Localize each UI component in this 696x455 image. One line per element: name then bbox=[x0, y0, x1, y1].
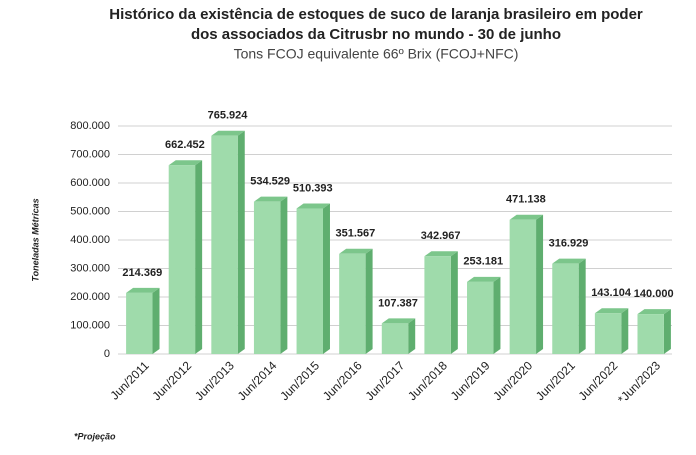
bar-face bbox=[381, 318, 416, 324]
y-tick-label: 200.000 bbox=[70, 291, 110, 303]
bar-face bbox=[578, 258, 586, 354]
bar-face bbox=[339, 253, 366, 354]
bar-face bbox=[211, 130, 245, 136]
bar bbox=[126, 287, 160, 354]
x-tick-label: Jun/2012 bbox=[149, 358, 194, 403]
value-label: 253.181 bbox=[463, 256, 503, 268]
footnote: *Projeção bbox=[74, 431, 116, 441]
bar bbox=[424, 251, 458, 354]
bar-face bbox=[195, 160, 203, 354]
bar-face bbox=[450, 251, 458, 354]
value-label: 534.529 bbox=[250, 176, 290, 188]
chart-subtitle: Tons FCOJ equivalente 66º Brix (FCOJ+NFC… bbox=[234, 46, 519, 62]
x-tick-label: Jun/2021 bbox=[533, 358, 578, 403]
bar-face bbox=[467, 281, 494, 354]
bar-face bbox=[211, 135, 238, 354]
bar bbox=[168, 160, 203, 354]
value-label: 214.369 bbox=[122, 267, 162, 279]
bar-face bbox=[152, 287, 160, 354]
bar-face bbox=[594, 308, 629, 314]
x-tick-label: Jun/2020 bbox=[490, 358, 535, 403]
bar-face bbox=[237, 130, 245, 354]
bar-face bbox=[381, 323, 409, 354]
bar bbox=[637, 309, 671, 354]
value-label: 342.967 bbox=[421, 230, 461, 242]
bar-face bbox=[536, 214, 544, 354]
bar-face bbox=[280, 196, 288, 354]
bar-face bbox=[322, 203, 330, 354]
x-tick-label: Jun/2019 bbox=[448, 358, 493, 403]
bar-face bbox=[594, 313, 622, 354]
x-tick-label: Jun/2014 bbox=[235, 358, 280, 403]
bar bbox=[552, 258, 586, 354]
bar-face bbox=[424, 256, 451, 354]
bar-face bbox=[253, 196, 288, 202]
bar bbox=[339, 248, 373, 354]
bar bbox=[296, 203, 330, 354]
bar bbox=[253, 196, 288, 354]
y-tick-label: 500.000 bbox=[70, 205, 110, 217]
value-label: 351.567 bbox=[336, 228, 376, 240]
y-tick-label: 700.000 bbox=[70, 148, 110, 160]
x-tick-label: *Jun/2023 bbox=[615, 358, 663, 406]
bar-face bbox=[365, 248, 373, 354]
value-label: 510.393 bbox=[293, 182, 333, 194]
value-label: 316.929 bbox=[549, 238, 589, 250]
value-label: 662.452 bbox=[165, 139, 205, 151]
bar-face bbox=[467, 276, 501, 282]
y-tick-label: 800.000 bbox=[70, 120, 110, 132]
y-tick-label: 600.000 bbox=[70, 177, 110, 189]
bar-face bbox=[339, 248, 373, 254]
bar-face bbox=[168, 165, 196, 354]
x-tick-label: Jun/2018 bbox=[405, 358, 450, 403]
value-label: 143.104 bbox=[591, 287, 632, 299]
bar-face bbox=[253, 201, 281, 354]
value-label: 471.138 bbox=[506, 194, 546, 206]
x-tick-label: Jun/2015 bbox=[277, 358, 322, 403]
value-label: 765.924 bbox=[208, 110, 249, 122]
y-tick-label: 300.000 bbox=[70, 262, 110, 274]
y-tick-label: 100.000 bbox=[70, 319, 110, 331]
chart-title: dos associados da Citrusbr no mundo - 30… bbox=[191, 26, 561, 43]
bar bbox=[509, 214, 544, 354]
bar-face bbox=[637, 314, 664, 354]
bar-face bbox=[296, 203, 330, 209]
value-label: 140.000 bbox=[634, 288, 674, 300]
y-axis-label: Toneladas Métricas bbox=[30, 198, 40, 281]
bar-face bbox=[552, 258, 586, 264]
bar-face bbox=[637, 309, 671, 315]
bar bbox=[594, 308, 629, 354]
bar bbox=[381, 318, 416, 354]
bar-face bbox=[168, 160, 203, 166]
bar-face bbox=[126, 287, 160, 293]
bar-face bbox=[493, 276, 501, 354]
x-tick-label: Jun/2013 bbox=[192, 358, 237, 403]
x-tick-label: Jun/2011 bbox=[107, 358, 151, 402]
x-tick-label: Jun/2016 bbox=[320, 358, 365, 403]
bar-face bbox=[621, 308, 629, 354]
bar-face bbox=[509, 214, 544, 220]
bar-face bbox=[552, 263, 579, 354]
bar bbox=[467, 276, 501, 354]
bar-face bbox=[126, 292, 153, 354]
value-label: 107.387 bbox=[378, 297, 418, 309]
bar bbox=[211, 130, 245, 354]
bar-face bbox=[663, 309, 671, 354]
bar-face bbox=[296, 208, 323, 354]
x-tick-label: Jun/2017 bbox=[363, 358, 408, 403]
chart-title: Histórico da existência de estoques de s… bbox=[109, 6, 643, 23]
y-tick-label: 400.000 bbox=[70, 234, 110, 246]
y-tick-label: 0 bbox=[104, 348, 110, 360]
bar-face bbox=[408, 318, 416, 354]
bar-face bbox=[424, 251, 458, 257]
bar-face bbox=[509, 219, 537, 354]
